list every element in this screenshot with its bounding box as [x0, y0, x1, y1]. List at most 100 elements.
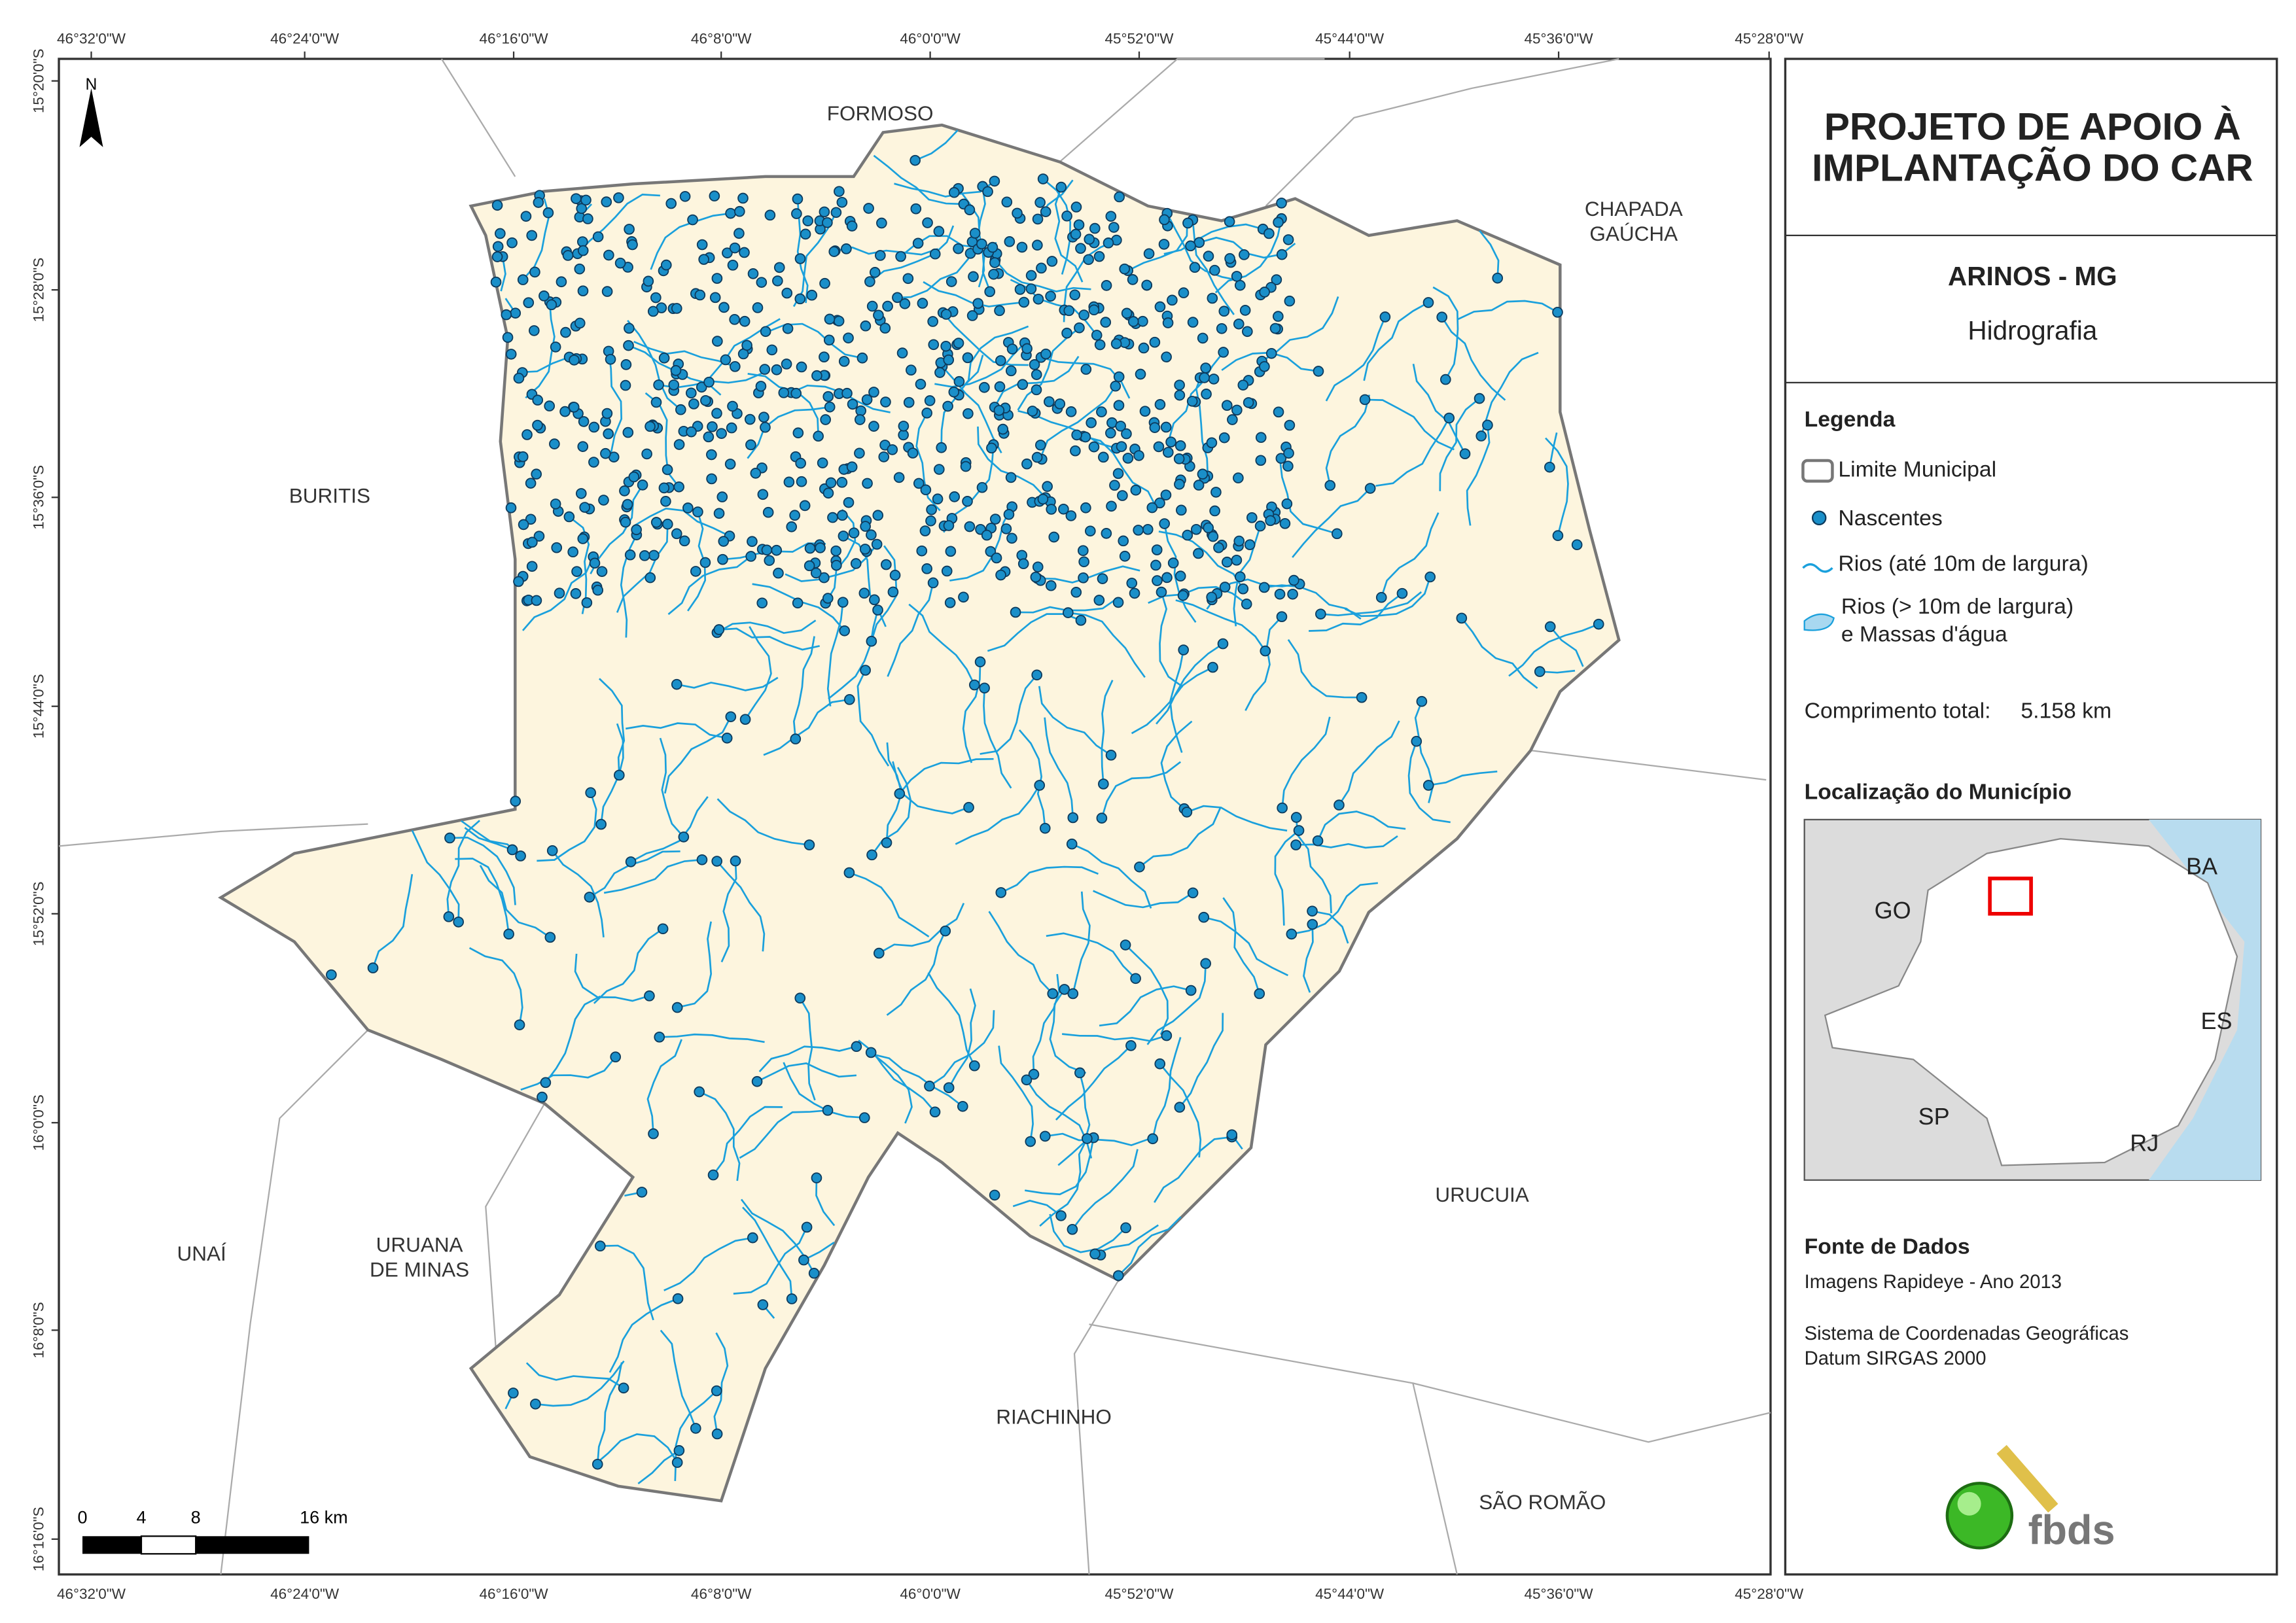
- spring: [1218, 347, 1229, 358]
- spring: [1109, 480, 1120, 491]
- spring: [1210, 487, 1222, 498]
- spring: [894, 788, 906, 799]
- spring: [1119, 550, 1131, 562]
- spring: [841, 387, 853, 399]
- scale-label: 16 km: [300, 1507, 347, 1527]
- spring: [848, 527, 860, 539]
- spring: [1273, 217, 1284, 228]
- spring: [913, 478, 925, 489]
- spring: [1263, 228, 1275, 239]
- spring: [1034, 780, 1046, 791]
- spring: [1116, 441, 1127, 452]
- spring: [575, 488, 587, 499]
- spring: [620, 379, 631, 391]
- river: [1000, 865, 1099, 894]
- spring: [1110, 338, 1122, 349]
- spring: [453, 916, 465, 928]
- lon-label: 45°44'0"W: [1315, 1586, 1385, 1602]
- spring: [791, 208, 802, 219]
- river: [660, 1329, 697, 1429]
- spring: [756, 277, 768, 288]
- spring: [601, 286, 613, 297]
- spring: [745, 439, 756, 451]
- spring: [1121, 428, 1132, 440]
- spring: [995, 887, 1007, 898]
- spring: [948, 386, 960, 398]
- spring: [895, 251, 906, 262]
- spring: [1218, 432, 1230, 444]
- spring: [574, 317, 586, 329]
- spring: [790, 733, 802, 744]
- springs: [326, 154, 1604, 1470]
- spring: [1307, 918, 1318, 930]
- theme: Hidrografia: [1968, 315, 2097, 345]
- spring: [1233, 318, 1245, 330]
- spring: [898, 421, 910, 432]
- spring: [692, 506, 703, 517]
- spring: [1112, 468, 1124, 480]
- spring: [1016, 241, 1028, 253]
- spring: [713, 624, 725, 635]
- spring: [902, 273, 914, 285]
- river: [519, 356, 570, 374]
- spring: [1032, 239, 1043, 251]
- lon-label: 46°8'0"W: [691, 1586, 752, 1602]
- spring: [648, 550, 660, 561]
- spring: [836, 196, 848, 208]
- spring: [872, 604, 883, 616]
- spring: [819, 351, 830, 363]
- river: [1549, 432, 1558, 468]
- spring: [750, 468, 762, 479]
- spring: [1276, 198, 1287, 209]
- lon-label: 45°28'0"W: [1735, 1586, 1804, 1602]
- spring: [581, 597, 593, 608]
- river: [569, 515, 590, 614]
- river: [1095, 1224, 1159, 1255]
- river: [744, 626, 772, 720]
- spring: [799, 500, 811, 512]
- spring: [1198, 911, 1210, 923]
- river: [716, 620, 817, 635]
- lat-label: 16°0'0"S: [31, 1094, 47, 1151]
- spring: [919, 525, 931, 536]
- spring: [737, 192, 749, 204]
- spring: [709, 190, 720, 201]
- river: [894, 180, 995, 198]
- river: [712, 1106, 783, 1176]
- spring: [513, 576, 524, 587]
- river: [799, 998, 816, 1101]
- neighbour-border: [1413, 1382, 1771, 1443]
- spring: [802, 215, 814, 226]
- spring: [1456, 612, 1468, 624]
- spring: [582, 213, 593, 224]
- spring: [854, 447, 865, 459]
- spring: [1552, 530, 1564, 542]
- spring: [925, 515, 936, 527]
- spring: [579, 502, 591, 513]
- place-label: SÃO ROMÃO: [1479, 1490, 1606, 1514]
- spring: [1209, 264, 1220, 276]
- spring: [1138, 342, 1150, 354]
- spring: [819, 572, 830, 584]
- spring: [1265, 347, 1277, 359]
- spring: [1058, 503, 1069, 515]
- river: [980, 674, 1038, 755]
- spring: [733, 205, 745, 217]
- spring: [592, 584, 604, 596]
- river: [942, 366, 1002, 453]
- river: [927, 972, 976, 1066]
- spring: [623, 340, 634, 351]
- spring: [648, 1128, 659, 1140]
- river: [1127, 218, 1188, 271]
- spring: [1021, 343, 1033, 355]
- spring: [491, 251, 503, 262]
- spring: [517, 274, 529, 285]
- spring: [994, 305, 1005, 317]
- spring: [727, 260, 739, 271]
- spring: [1032, 561, 1044, 572]
- spring: [865, 1047, 877, 1058]
- spring: [822, 487, 834, 499]
- spring: [577, 245, 589, 256]
- spring: [533, 531, 545, 542]
